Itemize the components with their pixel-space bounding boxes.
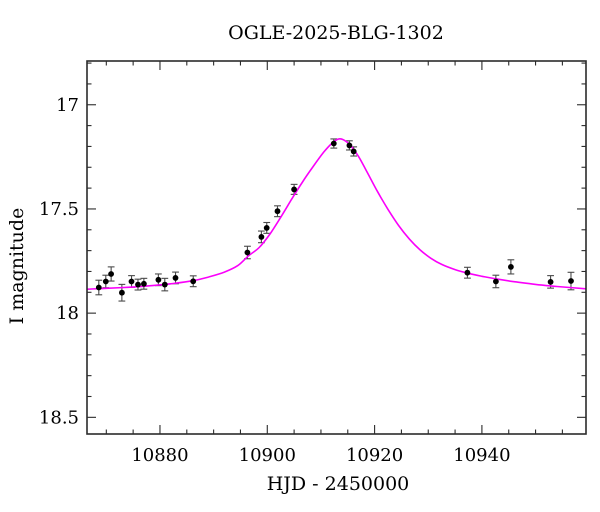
data-point: [568, 278, 574, 284]
data-point: [330, 140, 337, 147]
x-tick-label: 10920: [346, 445, 403, 466]
data-point: [274, 208, 281, 215]
data-point: [155, 276, 162, 283]
data-points-layer: [95, 140, 574, 296]
data-point: [108, 271, 114, 277]
data-point: [244, 249, 251, 256]
data-point: [95, 284, 102, 291]
y-tick-label: 17.5: [39, 199, 79, 220]
data-point: [346, 142, 353, 149]
x-axis-label: HJD - 2450000: [267, 473, 410, 495]
error-bars-layer: [95, 138, 575, 302]
x-tick-label: 10940: [453, 445, 510, 466]
y-tick-label: 17: [56, 95, 79, 116]
chart-title: OGLE-2025-BLG-1302: [228, 22, 444, 44]
data-point: [128, 278, 135, 285]
data-point: [350, 148, 357, 155]
data-point: [190, 278, 197, 285]
axis-ticks-layer: [87, 61, 586, 434]
data-point: [119, 289, 125, 296]
x-tick-label: 10880: [131, 445, 188, 466]
data-point: [547, 279, 554, 285]
data-point: [135, 281, 141, 288]
y-axis-label: I magnitude: [6, 208, 28, 325]
data-point: [508, 264, 514, 270]
data-point: [172, 275, 179, 281]
data-point: [291, 186, 297, 193]
data-point: [493, 278, 499, 285]
data-point: [464, 269, 471, 276]
data-point: [102, 278, 109, 285]
data-point: [141, 280, 147, 287]
data-point: [263, 225, 270, 231]
data-point: [258, 234, 265, 240]
y-tick-label: 18.5: [39, 407, 79, 428]
x-tick-label: 10900: [239, 445, 296, 466]
tick-labels-layer: 10880 10900 10920 10940 17 17.5 18 18.5: [39, 95, 511, 466]
data-point: [161, 281, 168, 288]
y-tick-label: 18: [56, 303, 79, 324]
plot-frame: [86, 60, 587, 435]
